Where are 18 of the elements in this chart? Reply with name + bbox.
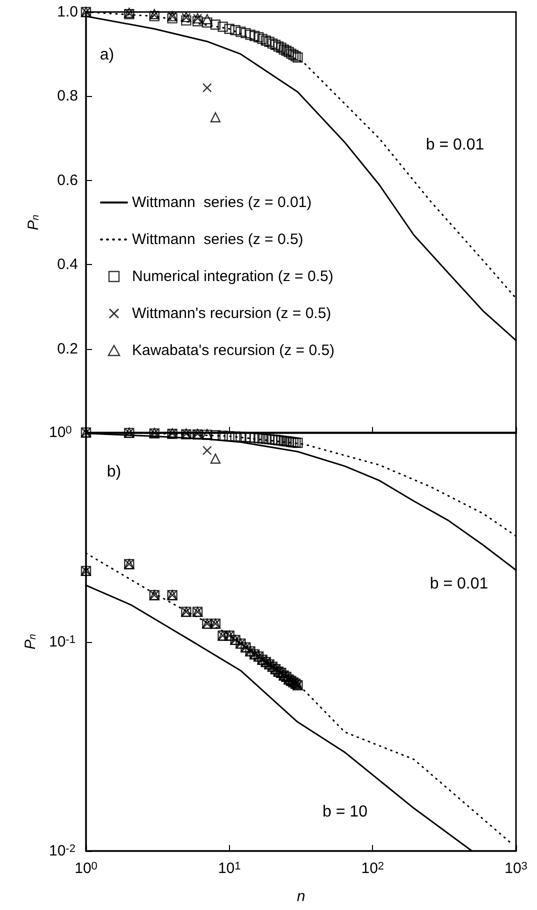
y-tick-label: 0.8 (57, 88, 78, 105)
legend-label: Kawabata's recursion (z = 0.5) (132, 342, 335, 359)
annotation: b = 10 (322, 804, 368, 820)
annotation: a) (100, 46, 114, 64)
annotation: b = 0.01 (426, 136, 484, 154)
y-axis-title: Pn (25, 214, 42, 230)
legend-label: Wittmann series (z = 0.01) (132, 194, 312, 211)
y-tick-label: 0.6 (57, 172, 78, 189)
legend-label: Numerical integration (z = 0.5) (132, 268, 334, 285)
y-tick-label: 0.4 (57, 256, 78, 274)
annotation: b = 0.01 (430, 576, 488, 592)
legend-label: Wittmann's recursion (z = 0.5) (132, 305, 332, 322)
y-axis-title: Pn (22, 634, 40, 650)
y-tick-label: 0.2 (57, 340, 78, 358)
y-tick-label: 1.0 (57, 4, 78, 20)
x-axis-title: n (296, 888, 306, 905)
annotation: b) (106, 464, 122, 480)
legend-label: Wittmann series (z = 0.5) (132, 231, 304, 248)
